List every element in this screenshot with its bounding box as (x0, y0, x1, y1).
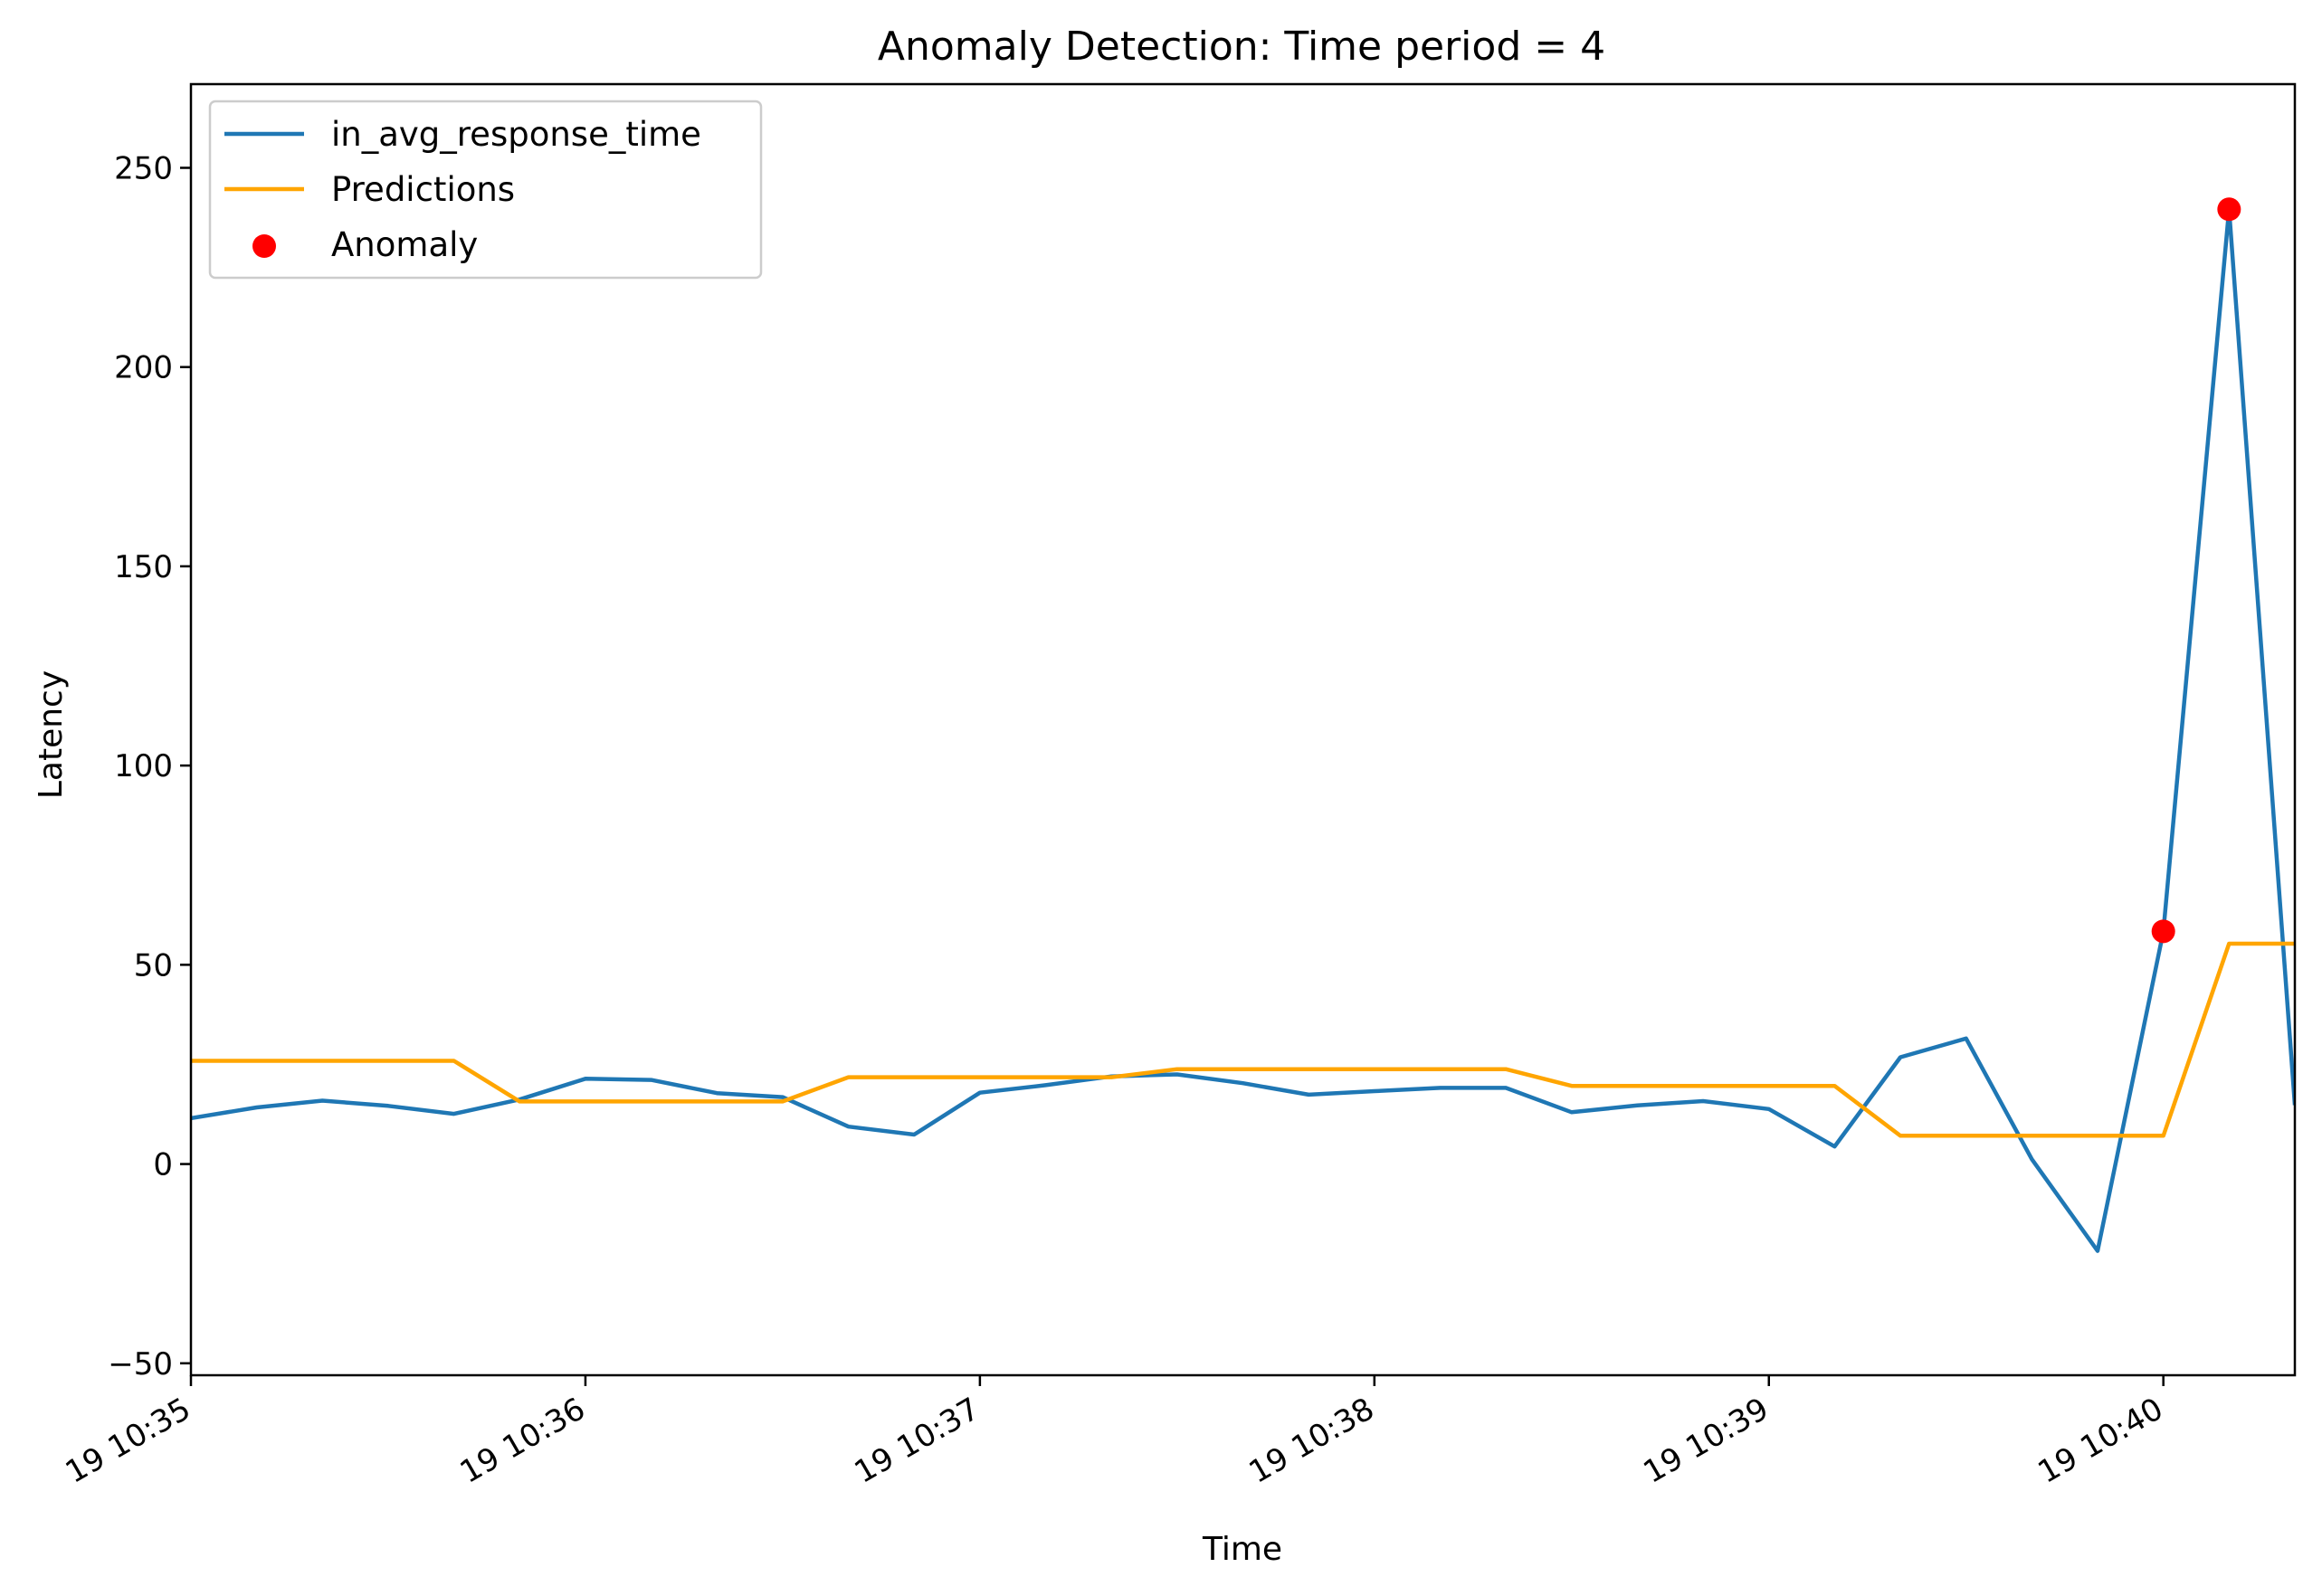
series-line-in-avg-response-time (191, 207, 2295, 1253)
y-axis-title: Latency (33, 670, 70, 799)
legend-swatch-anomaly (252, 234, 276, 258)
y-tick-label: 50 (134, 947, 173, 983)
y-tick-label: 250 (114, 150, 173, 186)
legend-label-in-avg-response-time: in_avg_response_time (331, 115, 701, 154)
axes-frame (189, 82, 2297, 1377)
legend-frame (208, 100, 763, 280)
x-axis-title: Time (1202, 1531, 1282, 1568)
y-tick-label: 100 (114, 748, 173, 784)
anomaly-point-2 (2217, 197, 2241, 222)
y-tick-label: 200 (114, 350, 173, 386)
y-tick-label: −50 (108, 1346, 173, 1382)
anomaly-point-1 (2151, 919, 2175, 944)
legend-label-predictions: Predictions (331, 170, 515, 209)
y-tick-label: 0 (153, 1147, 173, 1183)
legend-label-anomaly: Anomaly (331, 225, 478, 264)
legend: in_avg_response_time Predictions Anomaly (208, 100, 763, 280)
y-tick-label: 150 (114, 549, 173, 585)
chart-title: Anomaly Detection: Time period = 4 (878, 24, 1605, 70)
series-line-predictions (191, 941, 2295, 1138)
